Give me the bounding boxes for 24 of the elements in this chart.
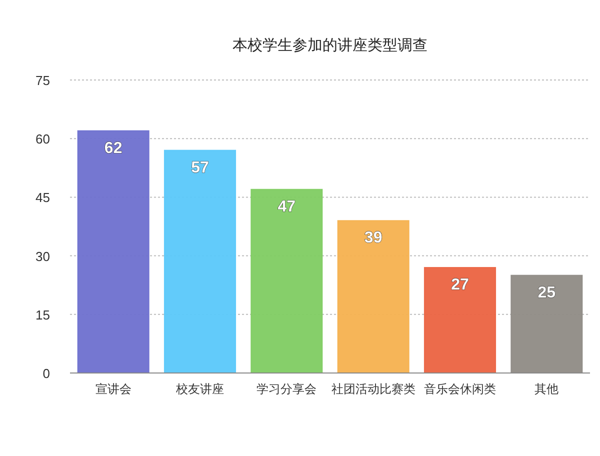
x-tick-label: 宣讲会	[95, 382, 132, 396]
y-tick-label: 45	[36, 190, 50, 206]
data-label: 62	[104, 140, 122, 157]
data-label: 27	[451, 276, 469, 294]
bar	[164, 150, 236, 374]
data-label: 57	[191, 159, 209, 176]
y-tick-label: 60	[36, 132, 50, 147]
y-tick-label: 0	[42, 366, 50, 381]
x-tick-label: 校友讲座	[175, 382, 224, 396]
x-tick-label: 学习分享会	[256, 382, 317, 396]
x-tick-label: 音乐会休闲类	[424, 382, 496, 396]
x-tick-label: 社团活动比赛类	[331, 382, 416, 396]
data-label: 39	[364, 230, 382, 247]
data-label: 47	[278, 198, 296, 216]
data-label: 25	[538, 284, 556, 302]
bar	[424, 267, 496, 374]
y-tick-label: 30	[36, 248, 50, 264]
bar	[337, 220, 410, 374]
bar	[77, 130, 150, 374]
bar	[250, 188, 323, 374]
x-tick-label: 其他	[534, 382, 559, 396]
y-tick-label: 75	[36, 73, 50, 88]
chart-title: 本校学生参加的讲座类型调查	[232, 37, 428, 54]
y-tick-label: 15	[36, 307, 50, 322]
